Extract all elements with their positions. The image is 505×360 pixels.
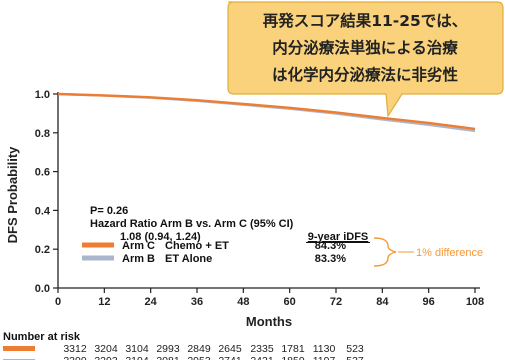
risk-count: 3399	[63, 355, 87, 360]
x-ticks: 0 12 24 36 48 60 72 84 96 108	[55, 288, 484, 308]
x-tick-label: 96	[423, 296, 435, 308]
risk-count: 2645	[218, 343, 242, 355]
p-value: P= 0.26	[90, 205, 128, 217]
x-axis-title: Months	[246, 314, 292, 329]
legend-arm-b-treatment: ET Alone	[165, 253, 212, 265]
idfs-header: 9-year iDFS	[308, 231, 369, 243]
x-tick-label: 48	[237, 296, 249, 308]
x-tick-label: 24	[145, 296, 158, 308]
risk-count: 3293	[94, 355, 118, 360]
risk-swatch-arm-c	[3, 346, 35, 351]
x-tick-label: 36	[191, 296, 203, 308]
x-tick-label: 12	[98, 296, 110, 308]
difference-bracket	[373, 237, 397, 267]
risk-count: 2431	[250, 355, 274, 360]
y-ticks: 0.0 0.2 0.4 0.6 0.8 1.0	[35, 89, 58, 295]
y-tick-label: 0.0	[35, 283, 50, 295]
y-tick-label: 0.4	[35, 205, 51, 217]
difference-label: 1% difference	[416, 247, 483, 259]
risk-count: 3312	[63, 343, 87, 355]
callout-bubble	[227, 1, 504, 118]
risk-count: 2335	[250, 343, 274, 355]
risk-count: 2849	[187, 343, 211, 355]
risk-row-arm-b: 3399 3293 3194 3081 2953 2741 2431 1859 1197 537	[63, 355, 364, 360]
callout-line-3: は化学内分泌療法に非劣性	[272, 65, 459, 84]
legend-arm-c-treatment: Chemo + ET	[165, 240, 229, 252]
risk-count: 2953	[187, 355, 211, 360]
risk-count: 2993	[156, 343, 180, 355]
x-tick-label: 72	[330, 296, 342, 308]
number-at-risk-title: Number at risk	[3, 331, 81, 343]
series-lines	[57, 92, 476, 133]
y-tick-label: 0.2	[35, 244, 50, 256]
legend-arm-c-idfs: 84.3%	[315, 240, 346, 252]
risk-count: 3194	[125, 355, 149, 360]
risk-count: 3104	[125, 343, 149, 355]
x-tick-label: 108	[466, 296, 484, 308]
y-tick-label: 1.0	[35, 89, 50, 101]
legend-arm-b: Arm B	[122, 253, 155, 265]
legend-arm-b-idfs: 83.3%	[315, 253, 346, 265]
risk-count: 1130	[313, 343, 336, 355]
risk-count: 1859	[281, 355, 305, 360]
hazard-ratio-label: Hazard Ratio Arm B vs. Arm C (95% CI)	[90, 218, 294, 230]
series-line-arm-b	[57, 92, 476, 133]
legend-arm-c: Arm C	[122, 240, 155, 252]
x-tick-label: 60	[284, 296, 296, 308]
risk-row-arm-c: 3312 3204 3104 2993 2849 2645 2335 1781 1130 523	[63, 343, 364, 355]
risk-count: 2741	[218, 355, 242, 360]
risk-count: 3081	[156, 355, 180, 360]
risk-count: 1197	[313, 355, 336, 360]
callout-line-2: 内分泌療法単独による治療	[272, 38, 458, 57]
y-tick-label: 0.8	[35, 128, 50, 140]
x-tick-label: 84	[376, 296, 389, 308]
y-tick-label: 0.6	[35, 167, 50, 179]
hazard-ratio-value: 1.08 (0.94, 1.24)	[120, 231, 201, 243]
x-tick-label: 0	[55, 296, 61, 308]
callout-line-1: 再発スコア結果11-25では、	[263, 11, 468, 30]
risk-count: 537	[346, 355, 364, 360]
legend: Arm C Chemo + ET 84.3% Arm B ET Alone 83…	[82, 240, 346, 265]
risk-count: 3204	[94, 343, 118, 355]
series-line-arm-c	[57, 92, 476, 131]
y-axis-title: DFS Probability	[5, 146, 20, 244]
risk-count: 1781	[281, 343, 305, 355]
risk-count: 523	[346, 343, 364, 355]
